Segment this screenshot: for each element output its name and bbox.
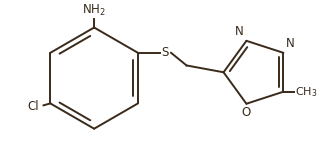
Text: N: N [286,37,295,50]
Text: S: S [161,46,169,59]
Text: Cl: Cl [27,100,39,113]
Text: O: O [242,106,251,119]
Text: CH$_3$: CH$_3$ [295,85,318,99]
Text: NH$_2$: NH$_2$ [82,3,106,18]
Text: N: N [235,25,243,38]
